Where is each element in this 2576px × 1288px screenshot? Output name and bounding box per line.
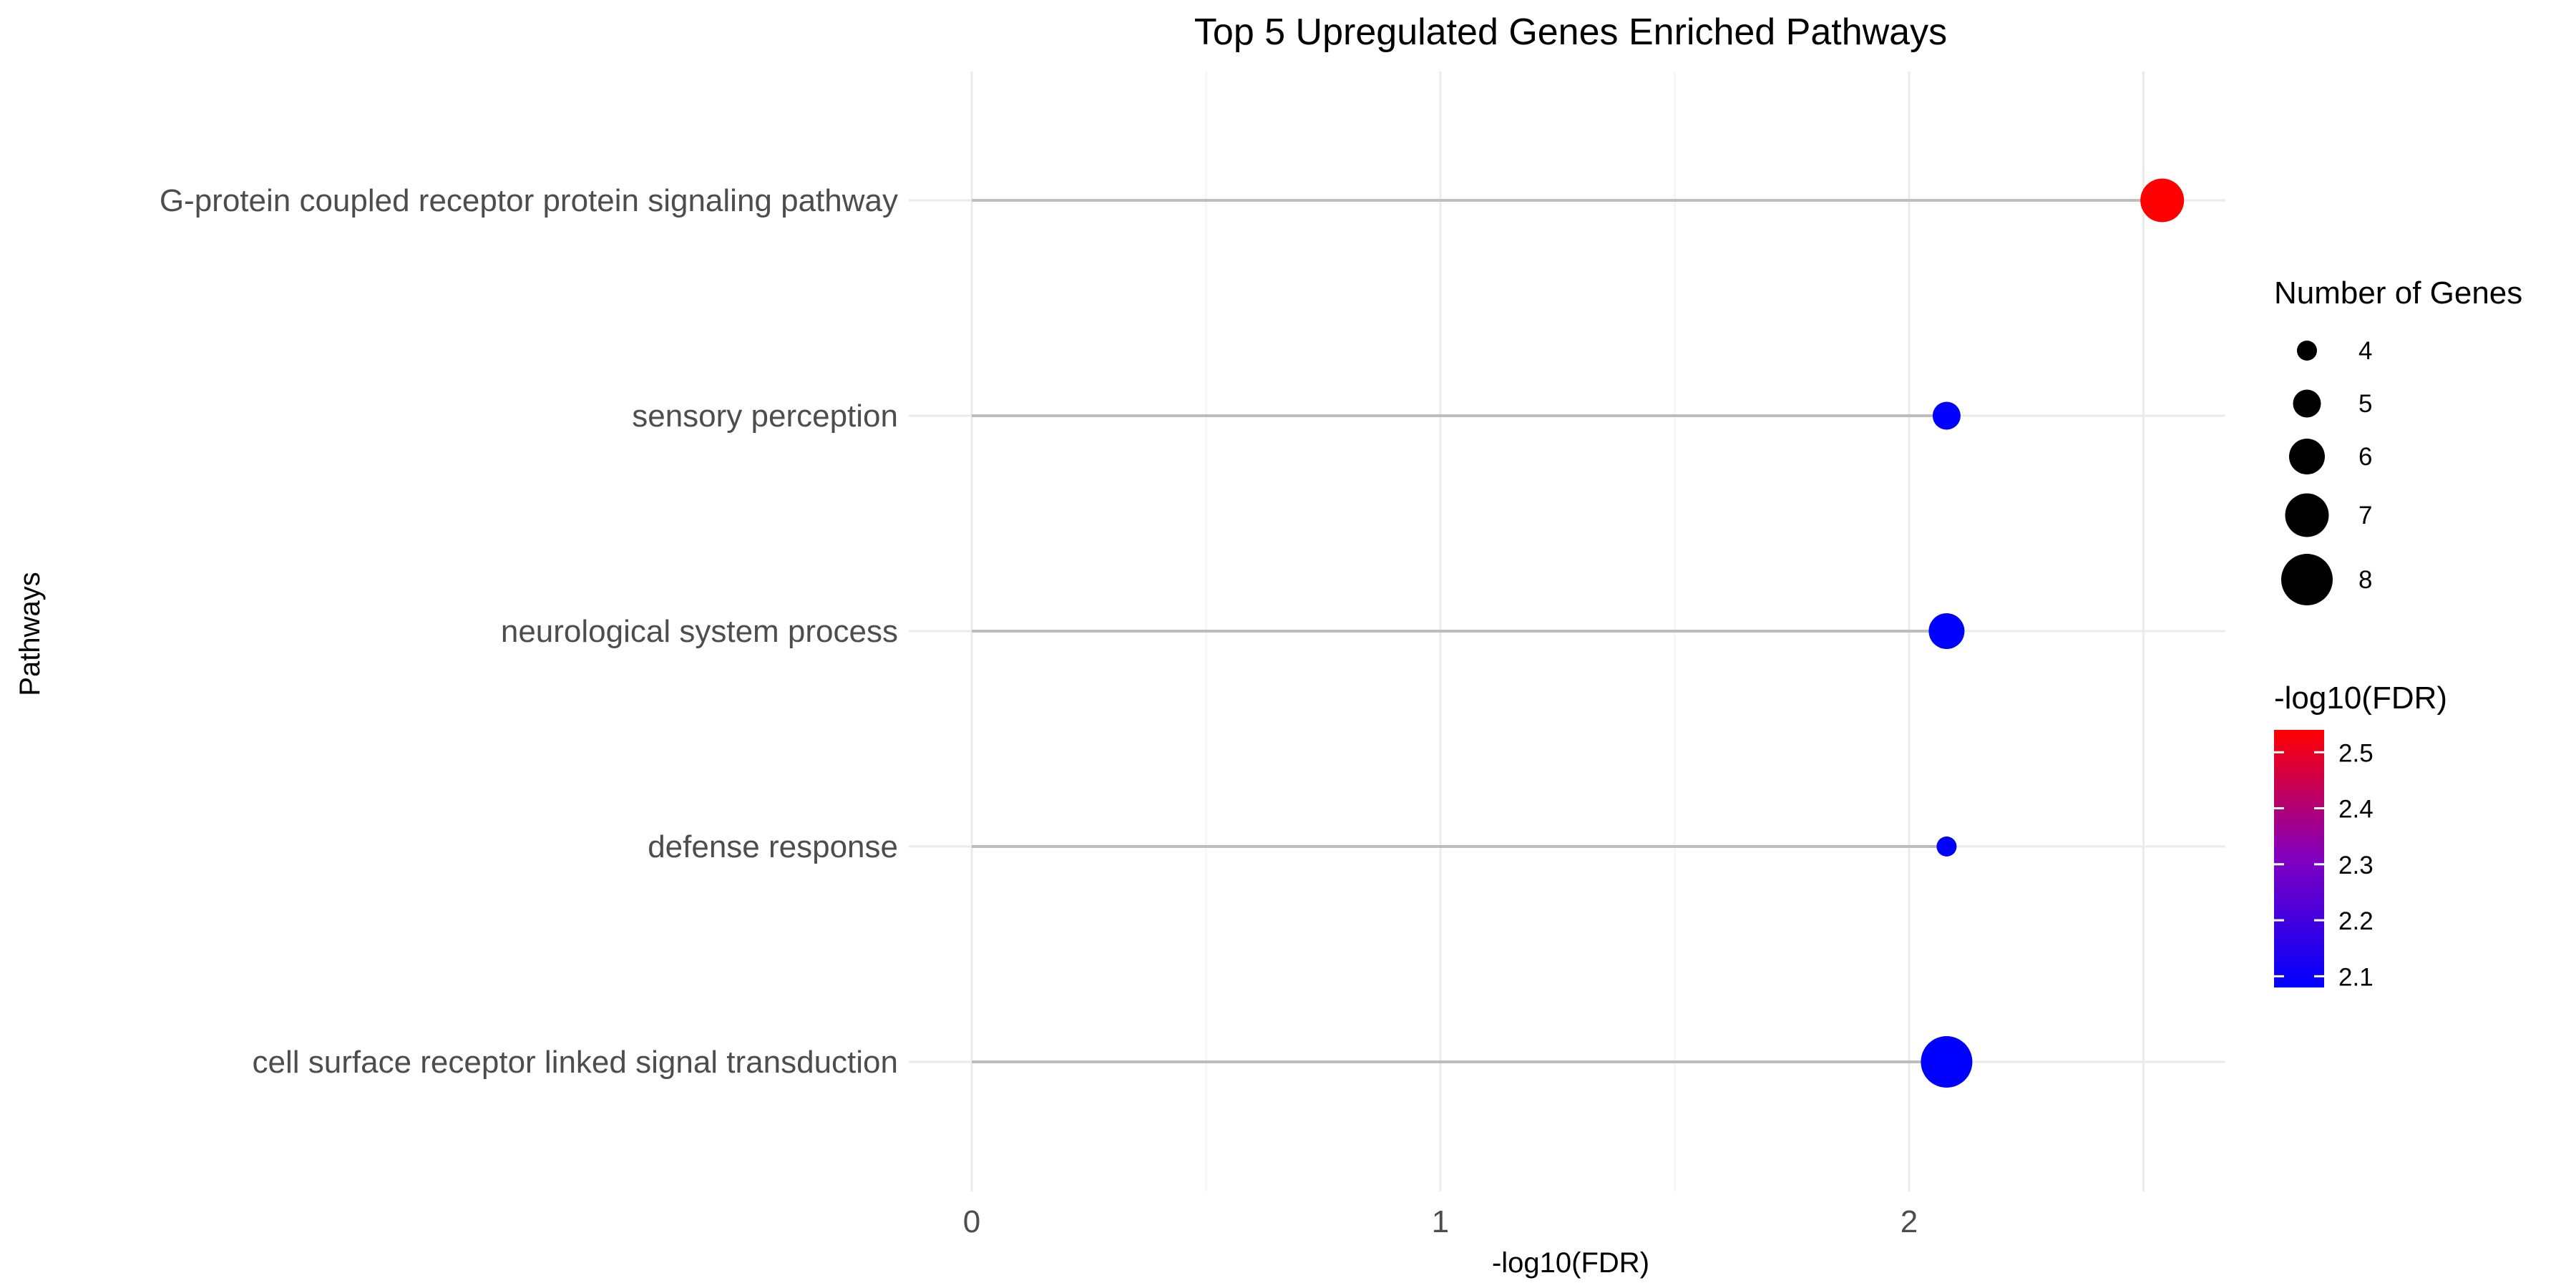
data-point xyxy=(1921,1036,1973,1088)
y-tick-label: G-protein coupled receptor protein signa… xyxy=(160,183,898,218)
color-legend-label: 2.1 xyxy=(2338,963,2373,991)
y-axis-tick-labels: G-protein coupled receptor protein signa… xyxy=(160,183,898,1080)
color-legend-label: 2.4 xyxy=(2338,796,2373,824)
x-tick-label: 2 xyxy=(1901,1204,1918,1239)
chart-title: Top 5 Upregulated Genes Enriched Pathway… xyxy=(1194,11,1947,53)
size-legend-label: 6 xyxy=(2358,443,2372,471)
lollipop-stems xyxy=(972,199,2162,1063)
color-legend-title: -log10(FDR) xyxy=(2274,680,2447,716)
y-tick-label: sensory perception xyxy=(632,399,898,434)
size-legend-label: 7 xyxy=(2358,502,2372,530)
size-legend-label: 8 xyxy=(2358,566,2372,594)
x-axis-tick-labels: 0 1 2 xyxy=(963,1204,1918,1239)
size-legend-key xyxy=(2297,341,2317,361)
size-legend-key xyxy=(2289,439,2325,474)
color-legend: -log10(FDR) 2.1 2.2 2.3 2.4 2.5 xyxy=(2274,680,2447,991)
color-bar xyxy=(2274,730,2324,987)
size-legend-title: Number of Genes xyxy=(2274,275,2522,311)
size-legend-key xyxy=(2281,554,2333,605)
x-tick-label: 1 xyxy=(1432,1204,1449,1239)
x-axis-title: -log10(FDR) xyxy=(1492,1247,1649,1279)
data-point xyxy=(1928,613,1965,649)
color-legend-label: 2.2 xyxy=(2338,907,2373,935)
y-axis-title: Pathways xyxy=(14,572,46,696)
size-legend: Number of Genes 4 5 6 7 8 xyxy=(2274,275,2522,605)
color-legend-label: 2.3 xyxy=(2338,852,2373,879)
size-legend-label: 5 xyxy=(2358,390,2372,418)
y-tick-label: cell surface receptor linked signal tran… xyxy=(253,1045,898,1080)
data-point xyxy=(2140,178,2185,223)
data-points xyxy=(1921,178,2185,1088)
x-tick-label: 0 xyxy=(963,1204,980,1239)
y-tick-label: defense response xyxy=(648,829,898,864)
size-legend-key xyxy=(2293,389,2321,418)
data-point xyxy=(1936,836,1957,857)
data-point xyxy=(1932,401,1961,430)
size-legend-label: 4 xyxy=(2358,337,2372,365)
y-tick-label: neurological system process xyxy=(501,614,898,649)
color-legend-label: 2.5 xyxy=(2338,739,2373,767)
size-legend-key xyxy=(2285,493,2329,537)
